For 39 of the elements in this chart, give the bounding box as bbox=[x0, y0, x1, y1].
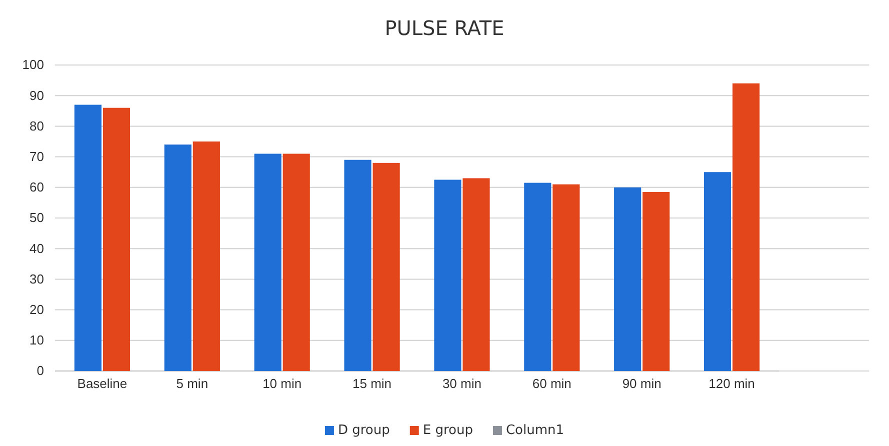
bar bbox=[102, 108, 130, 371]
y-tick-label: 80 bbox=[30, 118, 44, 134]
y-tick-label: 30 bbox=[30, 271, 44, 286]
bar bbox=[524, 182, 552, 371]
bar bbox=[732, 83, 760, 371]
bar bbox=[434, 180, 462, 371]
y-tick-label: 60 bbox=[30, 180, 44, 195]
x-tick-label: 90 min bbox=[622, 376, 662, 391]
y-tick-label: 70 bbox=[30, 148, 44, 164]
bar bbox=[282, 154, 310, 371]
bar bbox=[74, 104, 102, 371]
y-tick-label: 0 bbox=[36, 363, 44, 378]
bar bbox=[614, 187, 642, 371]
bar bbox=[372, 162, 400, 371]
bar bbox=[462, 178, 490, 371]
legend-label: D group bbox=[338, 423, 390, 438]
bar bbox=[642, 192, 670, 371]
bar bbox=[192, 142, 220, 371]
bar bbox=[254, 154, 282, 371]
y-tick-label: 50 bbox=[30, 210, 44, 226]
x-tick-label: 10 min bbox=[262, 376, 302, 391]
legend-label: Column1 bbox=[506, 423, 564, 438]
y-tick-label: 100 bbox=[22, 57, 44, 72]
bar bbox=[344, 160, 372, 371]
x-tick-label: 120 min bbox=[708, 376, 755, 391]
y-tick-label: 10 bbox=[30, 332, 44, 348]
legend-label: E group bbox=[422, 423, 473, 438]
x-tick-label: 15 min bbox=[352, 376, 392, 391]
chart-title: PULSE RATE bbox=[384, 16, 504, 40]
x-tick-label: 30 min bbox=[442, 376, 482, 391]
bar bbox=[704, 172, 732, 371]
y-tick-label: 40 bbox=[30, 240, 44, 256]
y-tick-label: 20 bbox=[30, 302, 44, 317]
bar bbox=[552, 184, 580, 371]
x-tick-label: Baseline bbox=[77, 376, 128, 391]
x-tick-label: 5 min bbox=[176, 376, 208, 391]
y-tick-label: 90 bbox=[30, 88, 44, 103]
bar bbox=[164, 144, 192, 371]
x-tick-label: 60 min bbox=[532, 376, 572, 391]
